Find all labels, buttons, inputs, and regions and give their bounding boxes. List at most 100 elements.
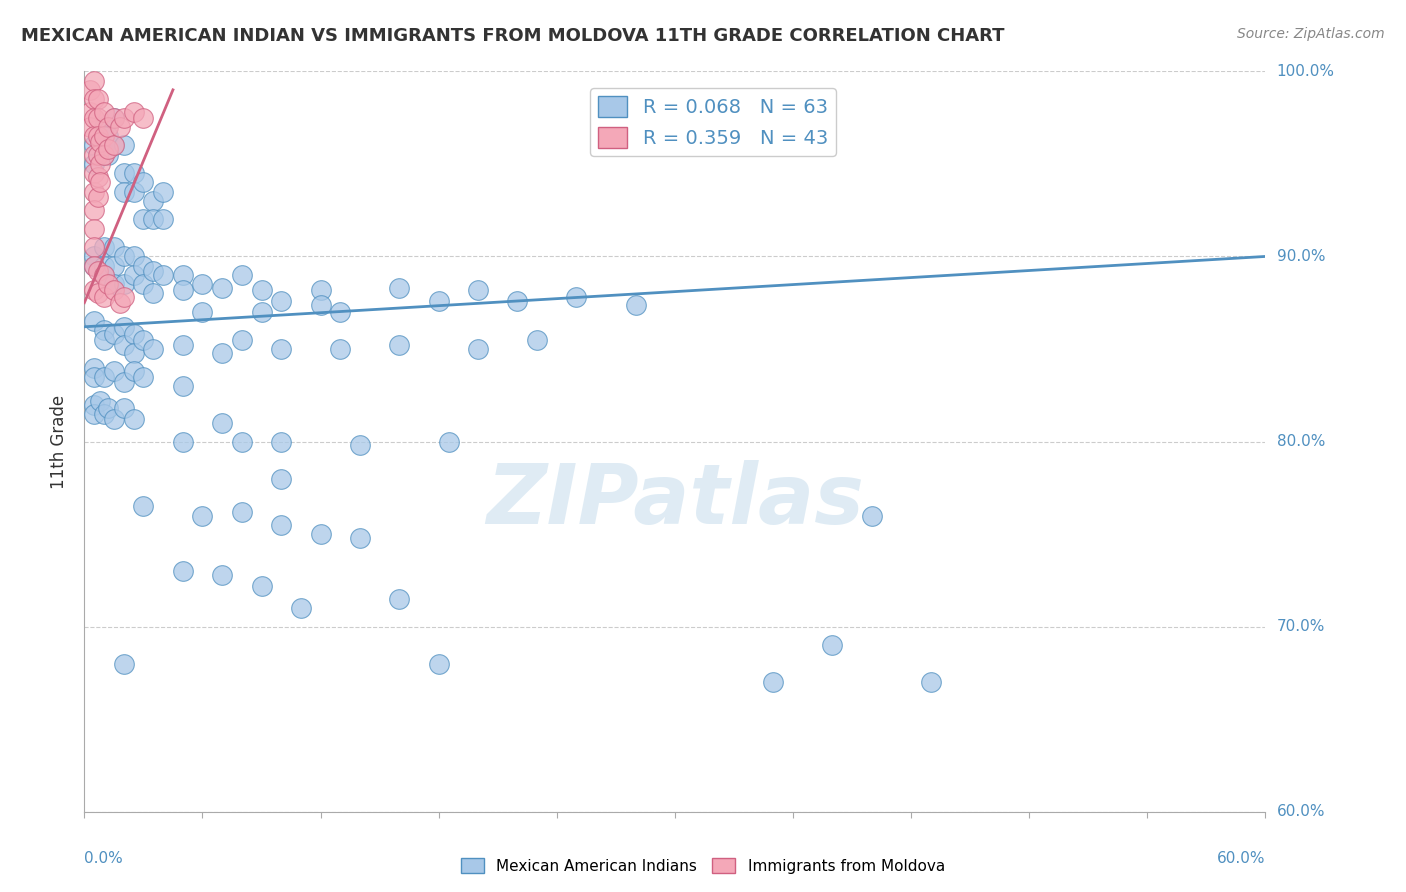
Point xyxy=(172,283,194,297)
Point xyxy=(309,297,332,311)
Point xyxy=(349,438,371,452)
Point xyxy=(122,327,145,342)
Point xyxy=(83,129,105,144)
Point xyxy=(89,175,111,190)
Point xyxy=(87,169,110,184)
Point xyxy=(211,416,233,430)
Point xyxy=(526,333,548,347)
Point xyxy=(103,364,125,378)
Point xyxy=(89,393,111,408)
Point xyxy=(87,111,110,125)
Text: 90.0%: 90.0% xyxy=(1277,249,1324,264)
Point xyxy=(112,657,135,671)
Point xyxy=(172,268,194,282)
Point xyxy=(93,147,115,161)
Point xyxy=(250,305,273,319)
Point xyxy=(97,142,120,156)
Point xyxy=(112,111,135,125)
Point xyxy=(309,283,332,297)
Text: 60.0%: 60.0% xyxy=(1218,851,1265,865)
Point xyxy=(132,111,155,125)
Point xyxy=(83,185,105,199)
Point xyxy=(112,166,135,180)
Point xyxy=(152,212,174,227)
Point xyxy=(83,111,105,125)
Point xyxy=(467,342,489,356)
Point xyxy=(191,277,214,292)
Point xyxy=(103,259,125,273)
Point xyxy=(122,105,145,120)
Point xyxy=(97,129,120,144)
Point xyxy=(122,268,145,282)
Point xyxy=(191,305,214,319)
Point xyxy=(83,259,105,273)
Point xyxy=(93,333,115,347)
Point xyxy=(93,268,115,282)
Point xyxy=(83,138,105,153)
Point xyxy=(93,240,115,254)
Point xyxy=(112,138,135,153)
Point xyxy=(93,259,115,273)
Point xyxy=(93,290,115,304)
Point xyxy=(624,297,647,311)
Point xyxy=(83,203,105,218)
Point xyxy=(112,277,135,292)
Point xyxy=(93,138,115,153)
Point xyxy=(152,268,174,282)
Point xyxy=(211,281,233,295)
Point xyxy=(388,338,411,352)
Text: 100.0%: 100.0% xyxy=(1277,64,1334,78)
Point xyxy=(270,434,292,449)
Point xyxy=(142,194,165,208)
Point xyxy=(97,401,120,416)
Point xyxy=(93,323,115,337)
Point xyxy=(93,105,115,120)
Point xyxy=(132,333,155,347)
Point xyxy=(112,185,135,199)
Point xyxy=(87,264,110,278)
Point xyxy=(83,147,105,161)
Point xyxy=(270,342,292,356)
Point xyxy=(132,500,155,514)
Point xyxy=(388,591,411,606)
Point xyxy=(103,111,125,125)
Point xyxy=(329,342,352,356)
Point xyxy=(93,147,115,161)
Point xyxy=(79,120,101,134)
Point xyxy=(93,268,115,282)
Point xyxy=(142,286,165,301)
Point xyxy=(87,92,110,106)
Point xyxy=(83,166,105,180)
Point xyxy=(231,268,253,282)
Point xyxy=(191,508,214,523)
Point xyxy=(860,508,883,523)
Point xyxy=(920,675,942,690)
Point xyxy=(103,327,125,342)
Text: 60.0%: 60.0% xyxy=(1277,805,1324,819)
Point xyxy=(93,129,115,144)
Point xyxy=(762,675,785,690)
Point xyxy=(87,147,110,161)
Point xyxy=(152,185,174,199)
Text: Source: ZipAtlas.com: Source: ZipAtlas.com xyxy=(1237,27,1385,41)
Point xyxy=(112,290,135,304)
Legend: Mexican American Indians, Immigrants from Moldova: Mexican American Indians, Immigrants fro… xyxy=(456,852,950,880)
Point xyxy=(89,157,111,171)
Point xyxy=(83,397,105,411)
Point xyxy=(103,138,125,153)
Point xyxy=(142,212,165,227)
Point xyxy=(97,120,120,134)
Point xyxy=(172,338,194,352)
Point xyxy=(329,305,352,319)
Point xyxy=(83,73,105,87)
Text: ZIPatlas: ZIPatlas xyxy=(486,460,863,541)
Point xyxy=(270,293,292,308)
Point xyxy=(231,434,253,449)
Point xyxy=(83,407,105,421)
Point xyxy=(93,407,115,421)
Point xyxy=(103,138,125,153)
Point xyxy=(142,342,165,356)
Point xyxy=(231,505,253,519)
Point xyxy=(250,579,273,593)
Point xyxy=(103,277,125,292)
